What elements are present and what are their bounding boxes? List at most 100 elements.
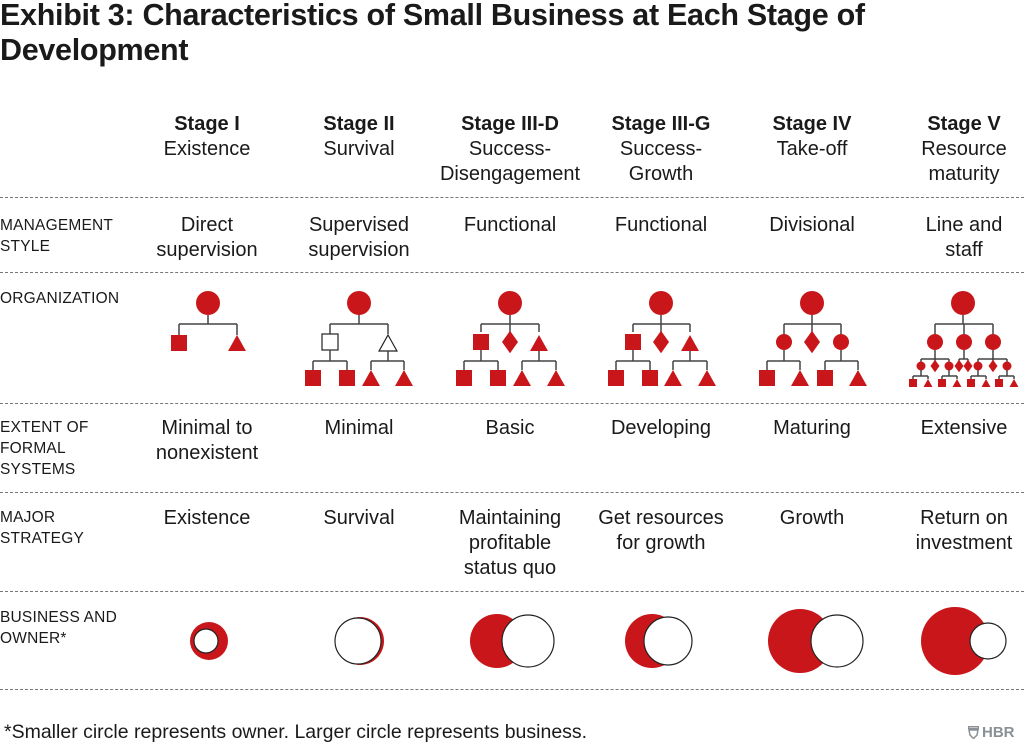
org-square-node — [625, 334, 641, 350]
owner-circle — [334, 617, 382, 665]
systems-cell: Minimal to nonexistent — [155, 417, 259, 464]
org-square-node — [171, 335, 187, 351]
org-triangle-node — [530, 335, 548, 351]
org-circle-node — [973, 361, 983, 371]
stage-header-3: Stage III-D Success-Disengagement — [435, 112, 585, 187]
stage-name: Success-Growth — [619, 138, 703, 185]
strategy-cell: Survival — [323, 507, 395, 529]
org-diamond-node — [954, 359, 964, 373]
row-label-organization: ORGANIZATION — [0, 290, 120, 307]
divider — [0, 197, 1024, 198]
stage-header-4: Stage III-G Success-Growth — [586, 112, 736, 187]
stage-name: Survival — [323, 138, 395, 160]
stage-number: Stage III-D — [461, 113, 559, 135]
row-label-owner: BUSINESS AND OWNER* — [0, 609, 117, 647]
footnote: *Smaller circle represents owner. Larger… — [4, 721, 588, 743]
org-square-node — [995, 379, 1003, 387]
org-circle-node — [347, 291, 371, 315]
org-square-node — [909, 379, 917, 387]
divider — [0, 689, 1024, 690]
org-triangle-node — [981, 379, 991, 387]
org-triangle-node — [952, 379, 962, 387]
stage-header-5: Stage IV Take-off — [737, 112, 887, 162]
org-diamond-node — [653, 330, 669, 354]
systems-cell: Extensive — [920, 417, 1008, 439]
row-label-systems: EXTENT OF FORMAL SYSTEMS — [0, 419, 89, 478]
org-diamond-node — [502, 330, 518, 354]
org-circle-node — [1002, 361, 1012, 371]
owner-circle — [193, 628, 219, 654]
stage-name: Success-Disengagement — [439, 138, 581, 185]
shield-icon — [968, 726, 979, 739]
org-triangle-node — [664, 370, 682, 386]
org-square-node — [305, 370, 321, 386]
org-square-node — [817, 370, 833, 386]
org-diamond-node — [988, 359, 998, 373]
systems-cell: Minimal — [324, 417, 394, 439]
row-label-strategy: MAJOR STRATEGY — [0, 509, 84, 547]
divider — [0, 591, 1024, 592]
stage-name: Resource maturity — [921, 138, 1007, 185]
row-label-management: MANAGEMENT STYLE — [0, 217, 113, 255]
logo-text: HBR — [982, 724, 1015, 741]
org-circle-node — [776, 334, 792, 350]
org-triangle-node — [513, 370, 531, 386]
strategy-cell: Return on investment — [915, 507, 1013, 554]
stage-number: Stage IV — [772, 113, 852, 135]
org-circle-node — [498, 291, 522, 315]
org-circle-node — [927, 334, 943, 350]
org-triangle-node — [849, 370, 867, 386]
org-square-node — [473, 334, 489, 350]
org-square-node — [938, 379, 946, 387]
management-cell: Divisional — [769, 214, 855, 236]
org-circle-node — [944, 361, 954, 371]
stage-name: Existence — [163, 138, 251, 160]
org-triangle-node — [228, 335, 246, 351]
management-cell: Supervised supervision — [308, 214, 410, 261]
org-triangle-node — [1009, 379, 1019, 387]
org-triangle-node — [923, 379, 933, 387]
strategy-cell: Maintaining profitable status quo — [458, 507, 562, 579]
management-cell: Direct supervision — [156, 214, 258, 261]
stage-header-6: Stage V Resource maturity — [889, 112, 1024, 187]
stage-number: Stage II — [323, 113, 395, 135]
org-circle-node — [985, 334, 1001, 350]
org-diamond-node — [804, 330, 820, 354]
org-triangle-node — [698, 370, 716, 386]
org-square-node — [490, 370, 506, 386]
org-diamond-node — [963, 359, 973, 373]
stage-header-1: Stage I Existence — [132, 112, 282, 162]
hbr-logo: HBR — [968, 724, 1015, 741]
owner-circle — [643, 616, 693, 666]
org-circle-node — [951, 291, 975, 315]
systems-cell: Maturing — [773, 417, 851, 439]
org-circle-node — [800, 291, 824, 315]
strategy-cell: Growth — [779, 507, 845, 529]
org-square-node — [321, 333, 339, 351]
stage-name: Take-off — [776, 138, 848, 160]
org-triangle-node — [791, 370, 809, 386]
exhibit-title: Exhibit 3: Characteristics of Small Busi… — [0, 0, 865, 67]
org-triangle-node — [681, 335, 699, 351]
org-diamond-node — [930, 359, 940, 373]
org-triangle-node — [547, 370, 565, 386]
stage-number: Stage V — [927, 113, 1001, 135]
divider — [0, 272, 1024, 273]
strategy-cell: Existence — [163, 507, 251, 529]
systems-cell: Basic — [485, 417, 535, 439]
stage-number: Stage I — [174, 113, 240, 135]
org-triangle-node — [362, 370, 380, 386]
org-square-node — [642, 370, 658, 386]
org-square-node — [456, 370, 472, 386]
systems-cell: Developing — [610, 417, 712, 439]
business-circle — [921, 607, 989, 675]
divider — [0, 403, 1024, 404]
divider — [0, 492, 1024, 493]
management-cell: Line and staff — [925, 214, 1003, 261]
org-circle-node — [956, 334, 972, 350]
owner-circle — [501, 614, 555, 668]
owner-circle — [810, 614, 864, 668]
strategy-cell: Get resources for growth — [598, 507, 724, 554]
org-circle-node — [196, 291, 220, 315]
org-triangle-node — [378, 333, 398, 352]
